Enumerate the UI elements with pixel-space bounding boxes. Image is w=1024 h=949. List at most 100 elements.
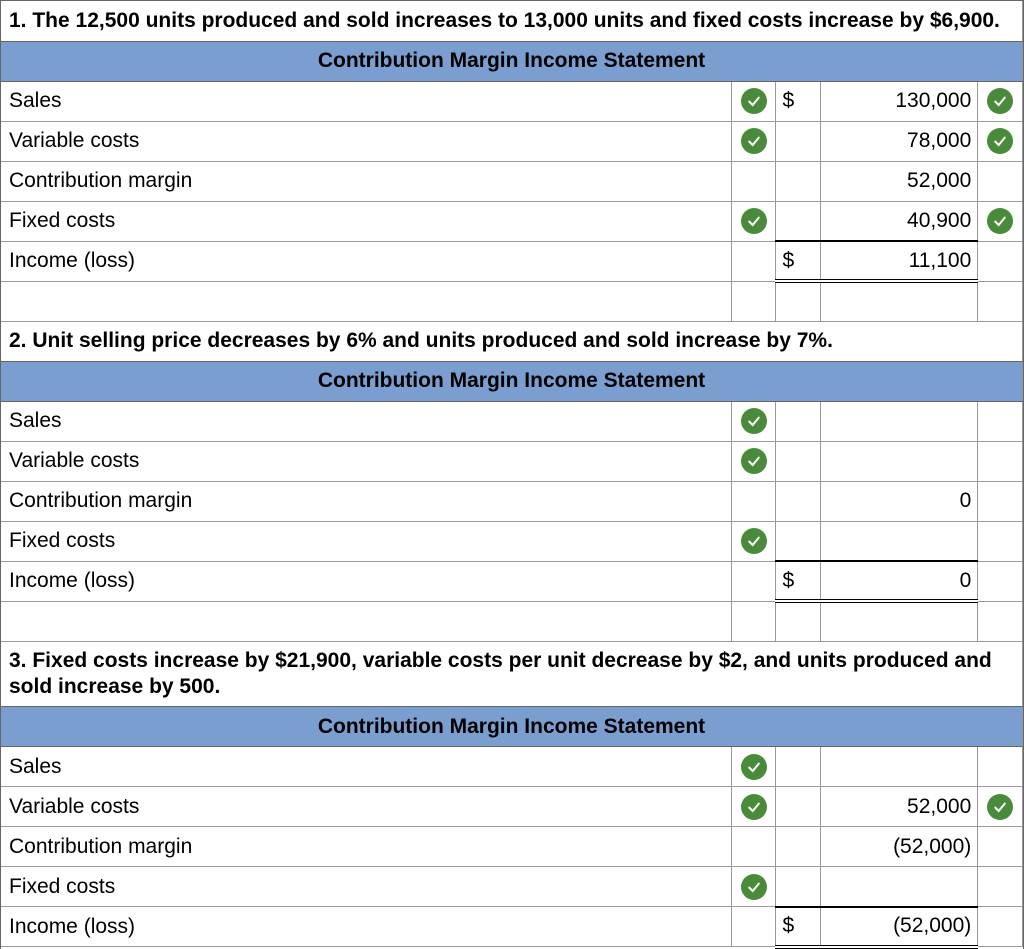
row-value-check xyxy=(978,827,1023,867)
check-icon xyxy=(741,794,767,820)
row-value-check xyxy=(978,161,1023,201)
row-currency xyxy=(776,481,821,521)
row-value[interactable]: 52,000 xyxy=(821,787,978,827)
row-currency xyxy=(776,787,821,827)
row-value[interactable]: (52,000) xyxy=(821,827,978,867)
data-row: Income (loss) $11,100 xyxy=(1,241,1023,281)
data-row: Contribution margin 52,000 xyxy=(1,161,1023,201)
row-value-check xyxy=(978,867,1023,907)
row-label: Income (loss) xyxy=(1,241,731,281)
data-row: Sales $130,000 xyxy=(1,81,1023,121)
row-label-check xyxy=(731,521,776,561)
row-currency xyxy=(776,401,821,441)
data-row: Contribution margin 0 xyxy=(1,481,1023,521)
data-row: Fixed costs xyxy=(1,867,1023,907)
row-value-check xyxy=(978,561,1023,601)
row-label-check xyxy=(731,161,776,201)
row-label: Income (loss) xyxy=(1,561,731,601)
row-label: Fixed costs xyxy=(1,867,731,907)
row-value[interactable]: 11,100 xyxy=(821,241,978,281)
row-label: Sales xyxy=(1,401,731,441)
row-label-check xyxy=(731,401,776,441)
spacer-row xyxy=(1,281,1023,321)
row-value-check xyxy=(978,401,1023,441)
row-label: Sales xyxy=(1,81,731,121)
row-label-check xyxy=(731,121,776,161)
row-label: Fixed costs xyxy=(1,521,731,561)
row-label: Contribution margin xyxy=(1,481,731,521)
row-label-check xyxy=(731,441,776,481)
check-icon xyxy=(987,88,1013,114)
section-header-title: Contribution Margin Income Statement xyxy=(1,361,1023,401)
row-value[interactable]: 78,000 xyxy=(821,121,978,161)
check-icon xyxy=(741,208,767,234)
row-currency: $ xyxy=(776,241,821,281)
row-value[interactable]: 130,000 xyxy=(821,81,978,121)
row-label: Fixed costs xyxy=(1,201,731,241)
question-text: 2. Unit selling price decreases by 6% an… xyxy=(1,321,1023,361)
row-currency: $ xyxy=(776,561,821,601)
row-label: Variable costs xyxy=(1,787,731,827)
question-text: 1. The 12,500 units produced and sold in… xyxy=(1,1,1023,41)
data-row: Sales xyxy=(1,401,1023,441)
row-value[interactable] xyxy=(821,521,978,561)
row-currency xyxy=(776,827,821,867)
row-value-check xyxy=(978,121,1023,161)
row-value[interactable]: 0 xyxy=(821,481,978,521)
row-label: Sales xyxy=(1,747,731,787)
data-row: Contribution margin (52,000) xyxy=(1,827,1023,867)
income-statement-worksheet: 1. The 12,500 units produced and sold in… xyxy=(0,0,1024,949)
data-row: Income (loss) $0 xyxy=(1,561,1023,601)
row-label: Contribution margin xyxy=(1,161,731,201)
check-icon xyxy=(741,128,767,154)
question-row: 3. Fixed costs increase by $21,900, vari… xyxy=(1,641,1023,707)
spacer-row xyxy=(1,601,1023,641)
row-label-check xyxy=(731,787,776,827)
section-header: Contribution Margin Income Statement xyxy=(1,361,1023,401)
row-label-check xyxy=(731,241,776,281)
row-value[interactable]: 40,900 xyxy=(821,201,978,241)
row-value[interactable] xyxy=(821,747,978,787)
check-icon xyxy=(741,528,767,554)
row-value[interactable]: 52,000 xyxy=(821,161,978,201)
row-value[interactable] xyxy=(821,441,978,481)
row-value[interactable]: (52,000) xyxy=(821,907,978,947)
row-currency xyxy=(776,867,821,907)
data-row: Sales xyxy=(1,747,1023,787)
row-label: Variable costs xyxy=(1,121,731,161)
check-icon xyxy=(741,88,767,114)
row-label-check xyxy=(731,907,776,947)
row-value-check xyxy=(978,481,1023,521)
row-value-check xyxy=(978,201,1023,241)
check-icon xyxy=(741,754,767,780)
row-value[interactable] xyxy=(821,401,978,441)
row-label-check xyxy=(731,867,776,907)
row-value-check xyxy=(978,521,1023,561)
check-icon xyxy=(987,794,1013,820)
row-value[interactable] xyxy=(821,867,978,907)
row-label: Contribution margin xyxy=(1,827,731,867)
row-value[interactable]: 0 xyxy=(821,561,978,601)
check-icon xyxy=(741,448,767,474)
row-value-check xyxy=(978,241,1023,281)
row-currency xyxy=(776,441,821,481)
row-label-check xyxy=(731,561,776,601)
row-value-check xyxy=(978,747,1023,787)
row-label-check xyxy=(731,827,776,867)
row-label: Income (loss) xyxy=(1,907,731,947)
section-header-title: Contribution Margin Income Statement xyxy=(1,707,1023,747)
row-currency: $ xyxy=(776,81,821,121)
row-currency xyxy=(776,521,821,561)
row-currency: $ xyxy=(776,907,821,947)
question-row: 2. Unit selling price decreases by 6% an… xyxy=(1,321,1023,361)
check-icon xyxy=(987,128,1013,154)
data-row: Variable costs 78,000 xyxy=(1,121,1023,161)
row-currency xyxy=(776,121,821,161)
row-label: Variable costs xyxy=(1,441,731,481)
data-row: Variable costs xyxy=(1,441,1023,481)
check-icon xyxy=(741,408,767,434)
question-row: 1. The 12,500 units produced and sold in… xyxy=(1,1,1023,41)
section-header: Contribution Margin Income Statement xyxy=(1,707,1023,747)
row-currency xyxy=(776,161,821,201)
data-row: Fixed costs 40,900 xyxy=(1,201,1023,241)
